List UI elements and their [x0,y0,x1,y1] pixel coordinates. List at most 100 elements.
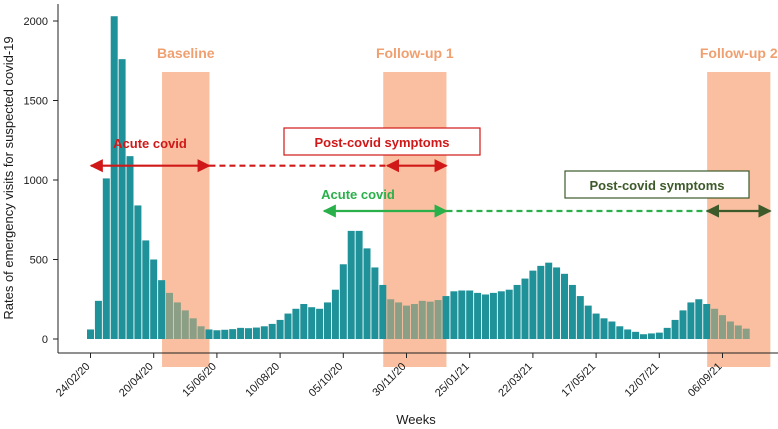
y-tick-label: 0 [42,334,48,346]
bar [679,310,687,339]
bar [505,289,513,339]
bar [624,329,632,339]
bar [418,300,426,339]
bar [252,327,260,339]
bar [339,264,347,339]
bar [584,305,592,339]
bar [134,205,142,339]
bar [434,300,442,339]
bar [663,327,671,339]
y-ticks-layer: 0 500 1000 1500 2000 [24,16,58,346]
bar [403,305,410,339]
bar [647,333,655,339]
bar [355,230,363,339]
bars-layer [87,16,750,339]
bar [237,327,245,339]
bar [142,240,150,339]
x-tick-label: 22/03/21 [496,361,535,400]
bar [347,230,355,339]
bar [205,329,213,339]
bar [150,259,158,339]
bar [632,331,640,339]
bar [450,291,458,339]
bar [379,284,387,339]
bar [229,329,237,339]
bar [545,262,553,339]
bar [213,330,221,339]
bar [276,319,284,339]
bar [742,328,750,339]
bar [482,294,489,339]
bar [110,16,118,339]
bar [529,270,537,339]
period-label-3: Follow-up 2 [700,45,778,61]
bar [324,302,331,339]
x-tick-label: 12/07/21 [623,361,662,400]
bar [726,321,734,339]
bar [537,265,545,339]
bar [695,299,703,339]
bar [197,326,205,339]
bar [671,319,679,339]
acute-covid-wave2-label: Acute covid [321,187,395,202]
bar [308,307,316,339]
period-label-2: Follow-up 1 [376,45,454,61]
bar [576,296,584,339]
bar [561,273,568,339]
annotations-layer: Acute covid Post-covid symptoms Acute covi… [89,127,772,218]
bar [616,326,624,339]
y-tick-label: 2000 [24,16,48,28]
bar [592,313,600,339]
bar [497,291,505,339]
y-axis-title: Rates of emergency visits for suspected … [1,36,16,319]
bar [363,248,371,339]
bar [719,315,726,339]
bar [426,301,434,339]
bar [181,310,189,339]
bar [474,292,482,339]
bar [94,300,102,339]
acute-covid-wave1-label: Acute covid [113,136,187,151]
post-covid-wave1-box [283,127,481,156]
post-covid-wave1-label: Post-covid symptoms [314,135,449,150]
bar [711,308,719,339]
bar [513,284,521,339]
bar [521,278,529,339]
post-covid-wave2-box [564,170,750,199]
x-tick-label: 20/04/20 [117,361,156,400]
bar [687,302,695,339]
bar [292,308,300,339]
period-labels-layer: Baseline Follow-up 1 Follow-up 2 [157,45,778,61]
bar [608,321,616,339]
bar [284,313,292,339]
bar [458,290,466,339]
x-tick-label: 05/10/20 [307,361,346,400]
bar [466,290,474,339]
bar [371,267,379,339]
period-label-1: Baseline [157,45,215,61]
bar [489,292,497,339]
bar [395,302,403,339]
bar [316,308,324,339]
bar [600,318,608,339]
post-covid-wave2-label: Post-covid symptoms [589,178,724,193]
bar [245,328,252,339]
y-tick-label: 1000 [24,175,48,187]
axes-layer [57,4,778,354]
bar [734,325,742,339]
bar [300,304,308,339]
bar [158,280,166,339]
x-tick-label: 17/05/21 [559,361,598,400]
bar [118,59,126,339]
x-tick-label: 10/08/20 [243,361,282,400]
y-tick-label: 500 [30,255,48,267]
bar [553,267,561,339]
bar [703,304,711,339]
period-shading-layer [162,72,771,367]
bar [221,329,229,339]
x-tick-label: 24/02/20 [54,361,93,400]
bar [640,334,647,339]
bar [655,332,663,339]
bar [189,318,197,339]
